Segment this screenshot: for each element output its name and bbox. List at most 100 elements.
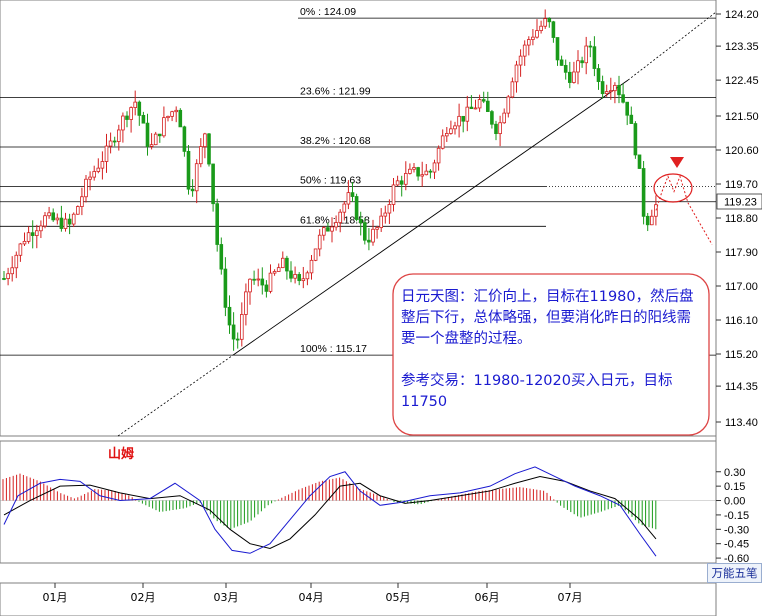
candle-body: [244, 291, 248, 315]
candle-body: [137, 101, 142, 116]
candle-body: [379, 215, 383, 228]
candle-body: [641, 168, 646, 217]
candle-body: [334, 222, 338, 228]
candle-body: [174, 109, 179, 113]
candle-body: [432, 162, 437, 173]
candle-body: [539, 25, 543, 31]
candle-body: [272, 271, 277, 274]
candle-body: [276, 267, 281, 272]
candle-body: [403, 173, 408, 185]
candle-body: [207, 133, 211, 165]
price-tick-label: 116.10: [725, 315, 758, 327]
candle-body: [96, 167, 101, 172]
trendline-dashed-lower: [117, 354, 234, 437]
candle-body: [125, 115, 129, 120]
time-axis-panel: [0, 582, 717, 616]
projection-layer: [655, 174, 713, 245]
candle-body: [117, 129, 121, 142]
candle-body: [613, 84, 617, 92]
candle-body: [387, 204, 392, 214]
candle-body: [494, 123, 498, 135]
price-tick-label: 124.20: [725, 9, 759, 21]
candle-body: [584, 45, 588, 64]
candle-body: [170, 111, 174, 117]
macd-dif-line: [3, 466, 657, 557]
candle-body: [621, 94, 625, 103]
candle-body: [63, 218, 68, 229]
candle-body: [600, 81, 605, 95]
macd-tick-label: 0.00: [724, 496, 745, 508]
price-tick-label: 113.40: [725, 417, 758, 429]
candle-body: [194, 163, 199, 192]
candle-body: [358, 219, 363, 224]
candle-body: [408, 168, 412, 174]
candle-body: [305, 272, 310, 280]
candle-body: [469, 106, 474, 110]
candle-body: [543, 18, 547, 27]
fib-label: 38.2% : 120.68: [300, 135, 371, 147]
macd-title: 山姆: [108, 446, 134, 462]
price-tick-label: 115.20: [725, 349, 758, 361]
candle-body: [67, 218, 72, 225]
brand-badge[interactable]: 万能五笔: [707, 563, 762, 583]
candle-body: [256, 278, 260, 281]
macd-tick-label: -0.30: [724, 524, 749, 536]
macd-tick-label: -0.45: [724, 539, 749, 551]
candle-body: [100, 161, 105, 169]
candle-body: [428, 170, 433, 173]
candle-body: [367, 239, 371, 243]
candle-body: [309, 259, 314, 274]
candle-body: [399, 180, 404, 185]
macd-panel: [0, 440, 717, 564]
time-tick-label: 05月: [386, 591, 411, 604]
last-price-label: 119.23: [724, 197, 757, 209]
candle-body: [338, 211, 342, 223]
candle-body: [424, 170, 429, 176]
candle-body: [198, 146, 203, 165]
candle-body: [22, 240, 27, 245]
candle-body: [223, 268, 228, 308]
candle-body: [330, 226, 334, 232]
macd-tick-label: -0.60: [724, 553, 749, 565]
candle-body: [580, 60, 584, 64]
candle-body: [18, 243, 23, 256]
time-tick-label: 01月: [43, 591, 68, 604]
macd-y-axis: 0.30 0.15 0.00 -0.15 -0.30 -0.45 -0.60: [716, 467, 749, 565]
candle-body: [186, 150, 191, 190]
price-tick-label: 117.00: [725, 281, 758, 293]
projection-path: [655, 174, 713, 245]
candle-body: [162, 117, 166, 137]
time-tick-label: 03月: [214, 591, 239, 604]
candle-body: [133, 101, 138, 108]
candle-body: [149, 144, 154, 147]
candle-body: [43, 215, 47, 227]
candle-body: [444, 133, 449, 137]
candle-body: [637, 154, 642, 169]
candle-body: [625, 101, 629, 116]
price-tick-label: 119.70: [725, 179, 758, 191]
time-tick-label: 04月: [299, 591, 324, 604]
candle-body: [231, 324, 236, 340]
candle-body: [555, 37, 560, 61]
candle-body: [568, 71, 572, 83]
macd-tick-label: 0.30: [724, 467, 745, 479]
candle-body: [473, 107, 478, 110]
candle-body: [465, 106, 470, 122]
candle-body: [535, 30, 539, 38]
candle-body: [485, 100, 490, 112]
candle-body: [293, 274, 297, 279]
candle-body: [30, 232, 35, 236]
candle-body: [239, 314, 244, 340]
candle-body: [654, 204, 658, 217]
candle-body: [92, 171, 97, 178]
candle-body: [420, 174, 424, 177]
candle-body: [313, 248, 318, 261]
candle-body: [59, 217, 64, 229]
candle-body: [104, 145, 109, 162]
candle-body: [650, 215, 654, 226]
candle-body: [559, 59, 564, 66]
target-arrow-icon: [670, 157, 684, 168]
annotation-line1: 日元天图：汇价向上，目标在11980，然后盘整后下行，总体略强，但要消化昨日的阳…: [401, 289, 694, 347]
candle-body: [547, 18, 552, 23]
